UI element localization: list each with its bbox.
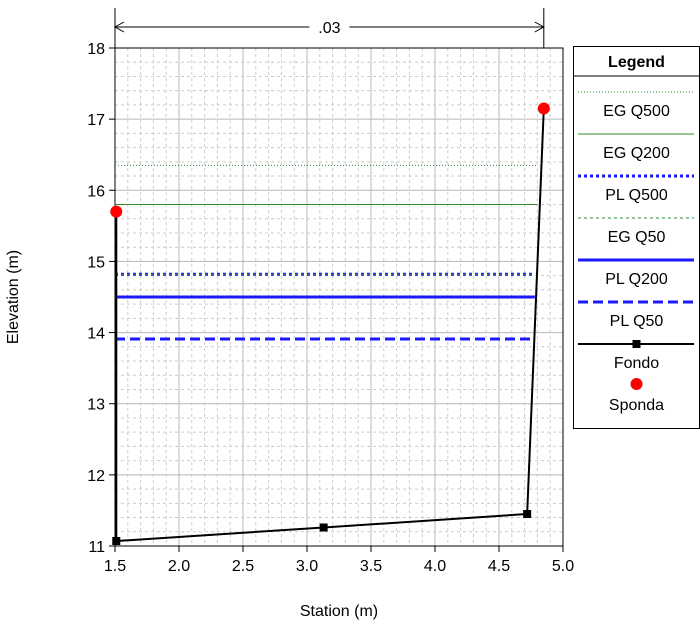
annotation-arrow-left <box>113 21 125 33</box>
point-sponda <box>537 102 550 115</box>
legend-label-eg-q50: EG Q50 <box>608 229 666 246</box>
x-tick-label: 4.0 <box>424 558 446 575</box>
series-group <box>110 102 550 546</box>
y-tick-label: 11 <box>88 539 105 556</box>
legend-label-pl-q200: PL Q200 <box>605 271 668 288</box>
legend-label-sponda: Sponda <box>609 397 664 414</box>
x-tick-label: 2.5 <box>232 558 254 575</box>
y-tick-label: 12 <box>87 468 105 485</box>
legend: Legend EG Q500 EG Q200 PL Q500 EG Q50 PL Q20… <box>573 46 700 429</box>
annotation-label: .03 <box>318 20 340 37</box>
legend-label-eg-q200: EG Q200 <box>603 145 670 162</box>
y-tick-label: 17 <box>87 112 105 129</box>
y-tick-label: 15 <box>87 254 105 271</box>
y-axis-label: Elevation (m) <box>5 250 22 344</box>
legend-marker-sponda <box>630 378 643 390</box>
x-axis-label: Station (m) <box>300 603 378 620</box>
y-tick-label: 13 <box>87 397 105 414</box>
legend-box <box>573 46 700 429</box>
annotation-arrow-right <box>534 21 545 33</box>
grid <box>114 47 564 547</box>
x-tick-label: 4.5 <box>488 558 510 575</box>
series-line-fondo <box>115 108 545 543</box>
x-tick-label: 3.5 <box>360 558 382 575</box>
point-fondo <box>112 537 121 546</box>
point-fondo <box>523 509 532 518</box>
x-tick-label: 1.5 <box>104 558 126 575</box>
legend-label-pl-q50: PL Q50 <box>610 313 664 330</box>
x-tick-label: 5.0 <box>552 558 574 575</box>
point-fondo <box>319 523 328 532</box>
point-sponda <box>110 205 123 218</box>
y-tick-label: 18 <box>87 41 105 58</box>
legend-label-eg-q500: EG Q500 <box>603 103 670 120</box>
legend-label-pl-q500: PL Q500 <box>605 187 668 204</box>
y-tick-label: 14 <box>87 326 105 343</box>
annotation: .03 <box>113 8 545 48</box>
x-tick-label: 3.0 <box>296 558 318 575</box>
legend-title: Legend <box>608 54 665 71</box>
axis-ticks: 1.5 2.0 2.5 3.0 3.5 4.0 4.5 5.0 11 12 13 14 15 16 17 18 <box>87 41 574 575</box>
x-tick-label: 2.0 <box>168 558 190 575</box>
legend-label-fondo: Fondo <box>614 355 659 372</box>
legend-marker-fondo <box>632 340 641 348</box>
y-tick-label: 16 <box>87 183 105 200</box>
